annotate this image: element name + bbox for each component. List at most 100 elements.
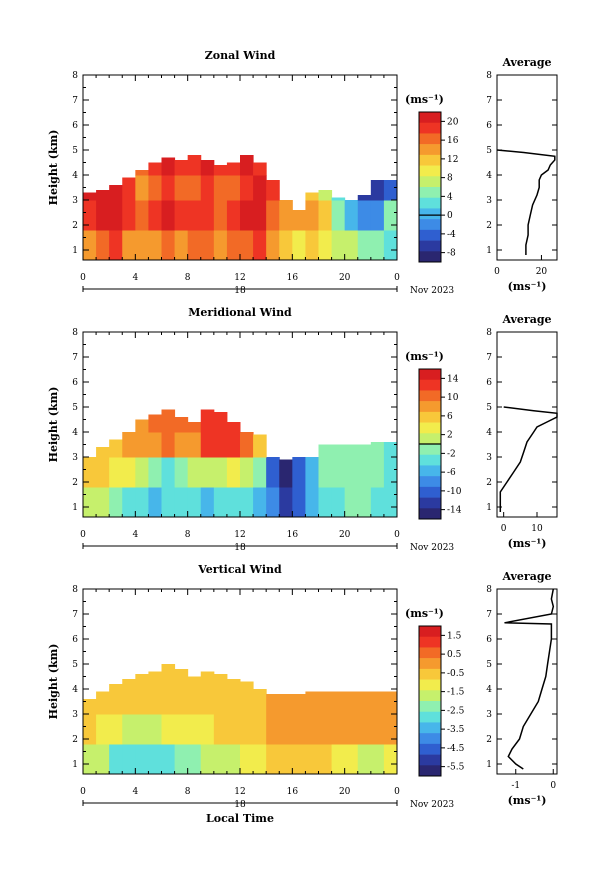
heatmap-cell: [344, 444, 359, 458]
x-tick-label: 4: [132, 787, 138, 797]
heatmap-cell: [370, 691, 385, 715]
colorbar-swatch: [419, 497, 441, 509]
y-tick-label: 4: [72, 685, 78, 695]
heatmap-cell: [240, 230, 254, 261]
heatmap-cell: [331, 444, 346, 458]
profile-y-tick-label: 7: [486, 610, 492, 620]
heatmap-cell: [331, 487, 346, 518]
y-tick-label: 1: [72, 246, 78, 256]
colorbar-tick-label: 16: [447, 136, 459, 146]
date-day-label: 18: [234, 543, 246, 553]
heatmap-cell: [344, 200, 359, 231]
profile-y-tick-label: 1: [486, 246, 492, 256]
heatmap-cell: [292, 487, 306, 518]
profile-y-tick-label: 1: [486, 760, 492, 770]
heatmap-cell: [370, 714, 385, 745]
heatmap-cell: [148, 457, 162, 488]
heatmap-cell: [96, 487, 110, 518]
heatmap-cell: [109, 744, 123, 775]
heatmap-cell: [279, 459, 293, 488]
heatmap-cell: [279, 487, 293, 518]
colorbar-swatch: [419, 390, 441, 402]
colorbar-swatch: [419, 444, 441, 456]
heatmap-cell: [148, 671, 162, 690]
heatmap-cell: [174, 669, 189, 690]
colorbar-swatch: [419, 240, 441, 252]
profile-y-tick-label: 5: [486, 660, 492, 670]
heatmap-cell: [83, 200, 97, 231]
heatmap-cell: [148, 414, 162, 433]
heatmap-cell: [122, 679, 136, 690]
heatmap-cell: [122, 457, 136, 488]
heatmap-cell: [135, 744, 149, 775]
heatmap-cell: [174, 457, 189, 488]
y-tick-label: 1: [72, 760, 78, 770]
heatmap-cell: [226, 432, 241, 458]
colorbar-tick-label: -2: [447, 449, 456, 459]
heatmap-cell: [109, 439, 123, 458]
profile-frame: [496, 74, 558, 261]
y-tick-label: 8: [72, 585, 78, 595]
heatmap-cell: [200, 671, 215, 690]
colorbar-tick-label: -2.5: [447, 706, 465, 716]
heatmap-cell: [122, 689, 136, 715]
colorbar-tick-label: -4: [447, 230, 456, 240]
profile-y-tick-label: 3: [486, 196, 492, 206]
heatmap-cell: [357, 230, 372, 261]
heatmap-cell: [109, 185, 123, 201]
x-tick-label: 0: [80, 273, 86, 283]
heatmap-cell: [200, 432, 215, 458]
heatmap-cell: [253, 689, 267, 715]
heatmap-cell: [122, 487, 136, 518]
heatmap-cell: [213, 674, 228, 690]
heatmap-cell: [109, 689, 123, 715]
heatmap-cell: [96, 200, 110, 231]
heatmap-cell: [383, 180, 398, 201]
colorbar-swatch: [419, 229, 441, 241]
x-tick-label: 4: [132, 530, 138, 540]
x-tick-label: 12: [234, 273, 245, 283]
heatmap-cell: [83, 699, 97, 715]
y-tick-label: 2: [72, 735, 78, 745]
heatmap-cell: [174, 744, 189, 775]
colorbar-tick-label: -6: [447, 468, 456, 478]
y-tick-label: 8: [72, 71, 78, 81]
date-month-label: Nov 2023: [410, 800, 454, 810]
heatmap-cell: [305, 192, 319, 201]
heatmap-cell: [200, 457, 215, 488]
heatmap-cell: [135, 175, 149, 201]
colorbar-tick-label: 0: [447, 211, 453, 221]
heatmap-cell: [213, 200, 228, 231]
y-tick-label: 2: [72, 221, 78, 231]
heatmap-cell: [122, 230, 136, 261]
heatmap-cell: [213, 165, 228, 176]
heatmap-cell: [83, 487, 97, 518]
heatmap-cell: [174, 417, 189, 433]
colorbar-swatch: [419, 508, 441, 520]
heatmap-cell: [318, 444, 333, 458]
heatmap-cell: [226, 457, 241, 488]
profile-line: [496, 149, 556, 255]
heatmap-cell: [213, 714, 228, 745]
y-tick-label: 4: [72, 171, 78, 181]
date-month-label: Nov 2023: [410, 543, 454, 553]
heatmap-cell: [174, 689, 189, 715]
heatmap-cell: [161, 457, 176, 488]
y-tick-label: 7: [72, 610, 78, 620]
heatmap-cell: [383, 487, 398, 518]
profile-title: Average: [501, 570, 551, 583]
heatmap-cell: [96, 744, 110, 775]
heatmap-cell: [161, 664, 176, 690]
heatmap-cell: [213, 432, 228, 458]
y-axis-label: Height (km): [47, 130, 60, 206]
heatmap-cell: [161, 175, 176, 201]
heatmap-cell: [344, 487, 359, 518]
heatmap-cell: [240, 432, 254, 458]
heatmap-cell: [226, 744, 241, 775]
average-profile: Average 1 2 3 4 5 6 7 8 0 10 (ms⁻¹): [486, 313, 558, 550]
heatmap-cell: [109, 230, 123, 261]
date-month-label: Nov 2023: [410, 286, 454, 296]
heatmap-cell: [305, 200, 319, 231]
